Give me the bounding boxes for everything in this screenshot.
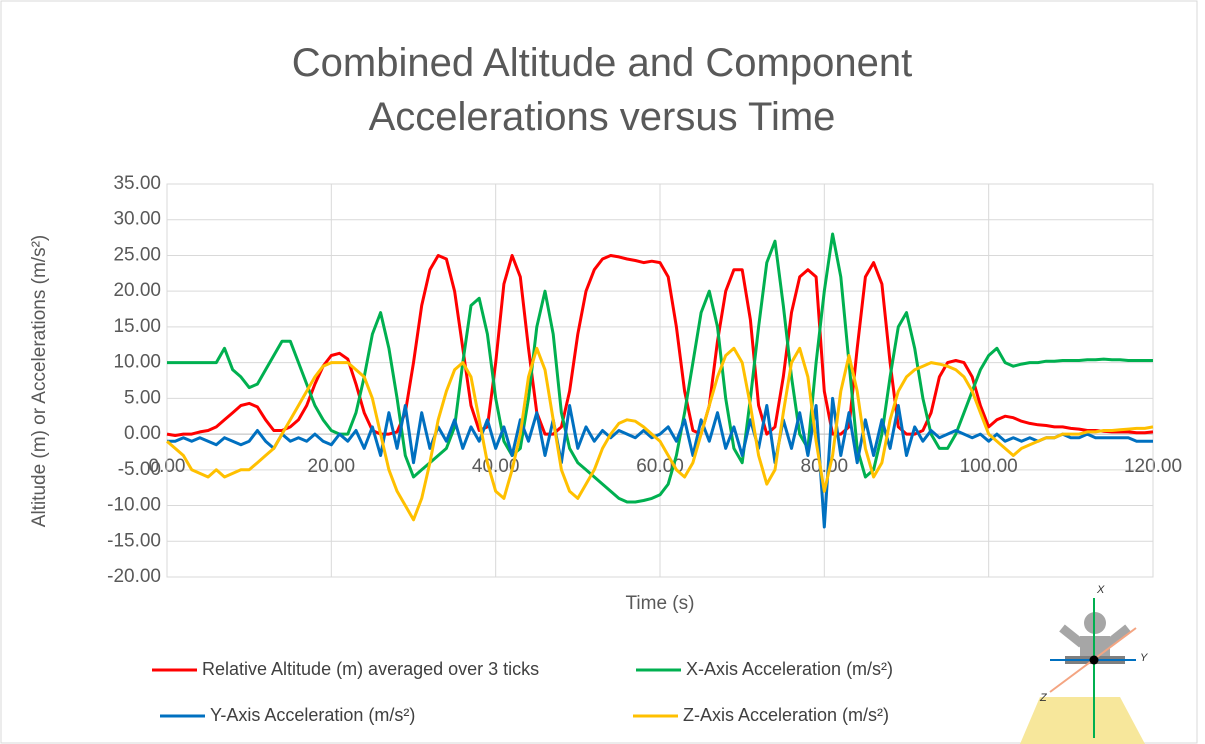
legend-label: Relative Altitude (m) averaged over 3 ti… (202, 659, 539, 679)
y-tick-label: 35.00 (113, 173, 161, 194)
icon-axis-label: Y (1140, 652, 1148, 664)
y-tick-label: 25.00 (113, 244, 161, 265)
y-tick-label: 30.00 (113, 209, 161, 230)
icon-arm (1105, 624, 1131, 648)
series-line (167, 396, 1153, 529)
axes-icon: X Y Z (1020, 584, 1148, 744)
series-line (166, 346, 1154, 522)
legend-label: Z-Axis Acceleration (m/s²) (683, 705, 889, 725)
y-tick-label: -5.00 (118, 459, 161, 480)
icon-axis-label: Z (1039, 692, 1048, 704)
y-tick-label: -20.00 (107, 566, 161, 587)
y-tick-label: -10.00 (107, 495, 161, 516)
x-tick-label: 80.00 (801, 456, 849, 477)
series-line (166, 254, 1154, 437)
icon-floor (1020, 697, 1145, 744)
legend-label: Y-Axis Acceleration (m/s²) (210, 705, 415, 725)
y-tick-label: -15.00 (107, 530, 161, 551)
y-tick-label: 10.00 (113, 352, 161, 373)
icon-origin (1089, 655, 1099, 665)
chart-title: Combined Altitude and Component Accelera… (291, 41, 913, 139)
icon-axis-label: X (1096, 584, 1105, 596)
x-tick-label: 20.00 (308, 456, 356, 477)
y-tick-label: 20.00 (113, 280, 161, 301)
y-tick-label: 0.00 (124, 423, 161, 444)
y-tick-label: 5.00 (124, 387, 161, 408)
x-tick-label: 100.00 (960, 456, 1018, 477)
series-line (167, 232, 1153, 504)
x-tick-label: 40.00 (472, 456, 520, 477)
y-axis-title: Altitude (m) or Accelerations (m/s²) (29, 235, 50, 527)
y-tick-label: 15.00 (113, 316, 161, 337)
legend-label: X-Axis Acceleration (m/s²) (686, 659, 893, 679)
icon-arm (1059, 624, 1085, 648)
x-axis-title: Time (s) (626, 593, 695, 614)
plot-border (166, 183, 1154, 578)
